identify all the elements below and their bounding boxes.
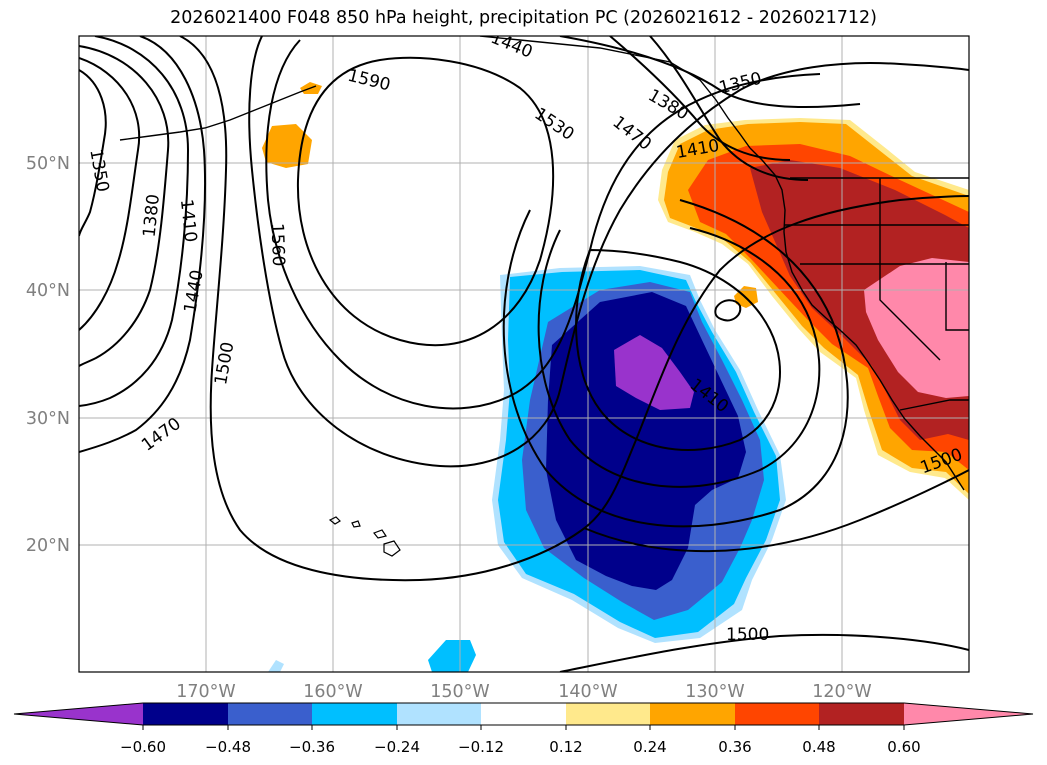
contour-label: 1410 <box>176 198 200 243</box>
contour-1500-outer <box>179 36 969 582</box>
border-us-mexico <box>899 399 969 411</box>
colorbar-swatch <box>735 703 819 725</box>
colorbar: −0.60 −0.48 −0.36 −0.24 −0.12 0.12 0.24 … <box>13 702 1034 756</box>
island-maui <box>373 529 387 539</box>
map-title: 2026021400 F048 850 hPa height, precipit… <box>170 8 877 28</box>
contour-label: 1500 <box>726 625 769 645</box>
contour-1440-west <box>79 36 190 407</box>
colorbar-tick-label: −0.36 <box>289 738 335 756</box>
colorbar-tick-label: 0.48 <box>802 738 835 756</box>
island-oahu <box>351 520 361 528</box>
contour-1530-inner <box>248 36 969 468</box>
contour-low-1470 <box>502 199 849 528</box>
positive-anomaly-shading <box>262 82 969 500</box>
contour-label: 1380 <box>140 193 164 238</box>
shade-neg-small-1 <box>428 640 476 672</box>
lon-tick-label: 130°W <box>685 682 744 702</box>
contour-1560-inner <box>265 39 821 410</box>
colorbar-tick-label: −0.12 <box>458 738 504 756</box>
contour-1380-west <box>79 57 141 331</box>
lat-tick-labels: 50°N 40°N 30°N 20°N <box>26 154 70 556</box>
map-frame <box>78 35 970 673</box>
contour-1410-west <box>79 45 170 367</box>
colorbar-swatch-under <box>14 703 143 725</box>
colorbar-swatch <box>312 703 397 725</box>
contour-1590-inner <box>296 56 555 347</box>
shade-neg-060 <box>614 335 694 410</box>
contour-1350-ne <box>559 36 861 109</box>
border-state-3 <box>879 178 941 361</box>
colorbar-swatch <box>397 703 481 725</box>
lon-tick-label: 170°W <box>176 682 235 702</box>
colorbar-swatch <box>566 703 650 725</box>
contour-1500-south <box>559 633 969 672</box>
colorbar-swatch <box>481 703 566 725</box>
colorbar-tick-label: 0.12 <box>549 738 582 756</box>
colorbar-tick-labels: −0.60 −0.48 −0.36 −0.24 −0.12 0.12 0.24 … <box>120 738 921 756</box>
lon-tick-label: 150°W <box>430 682 489 702</box>
shade-neg-048 <box>546 292 746 590</box>
contour-1350-west <box>79 69 107 237</box>
island-big-island <box>383 540 401 557</box>
colorbar-swatch <box>650 703 735 725</box>
lon-tick-label: 120°W <box>812 682 871 702</box>
contour-low-1410 <box>575 249 781 451</box>
contour-low-1500 <box>583 469 969 553</box>
colorbar-tick-label: 0.36 <box>718 738 751 756</box>
border-state-4 <box>945 262 969 331</box>
lon-tick-label: 140°W <box>558 682 617 702</box>
island-kauai <box>328 516 341 525</box>
colorbar-ticks <box>142 725 905 730</box>
contour-label: 1560 <box>267 223 288 267</box>
contour-low-1440 <box>537 227 821 488</box>
colorbar-swatch <box>819 703 904 725</box>
negative-anomaly-shading <box>268 266 786 672</box>
colorbar-tick-label: −0.48 <box>205 738 251 756</box>
lon-tick-label: 160°W <box>303 682 362 702</box>
colorbar-swatch <box>228 703 312 725</box>
lat-tick-label: 50°N <box>26 154 70 174</box>
contour-1470-west <box>79 36 207 453</box>
contour-small-low <box>714 299 742 322</box>
shade-pos-060 <box>864 258 969 398</box>
map-area: 1350 1380 1410 1440 1470 1500 1530 1560 … <box>79 36 969 672</box>
shade-neg-small-2 <box>268 660 284 672</box>
lat-tick-label: 30°N <box>26 409 70 429</box>
colorbar-swatch <box>143 703 228 725</box>
coastline-alaska-peninsula <box>119 85 317 141</box>
colorbar-tick-label: 0.24 <box>633 738 666 756</box>
contour-1380-ne <box>609 36 791 161</box>
colorbar-tick-label: 0.60 <box>887 738 920 756</box>
lat-tick-label: 40°N <box>26 281 70 301</box>
lon-tick-labels: 170°W 160°W 150°W 140°W 130°W 120°W <box>176 682 871 702</box>
lat-tick-label: 20°N <box>26 536 70 556</box>
colorbar-tick-label: −0.24 <box>374 738 420 756</box>
colorbar-swatch-over <box>904 703 1033 725</box>
hawaiian-islands <box>328 516 401 557</box>
height-contours <box>79 36 969 672</box>
colorbar-tick-label: −0.60 <box>120 738 166 756</box>
